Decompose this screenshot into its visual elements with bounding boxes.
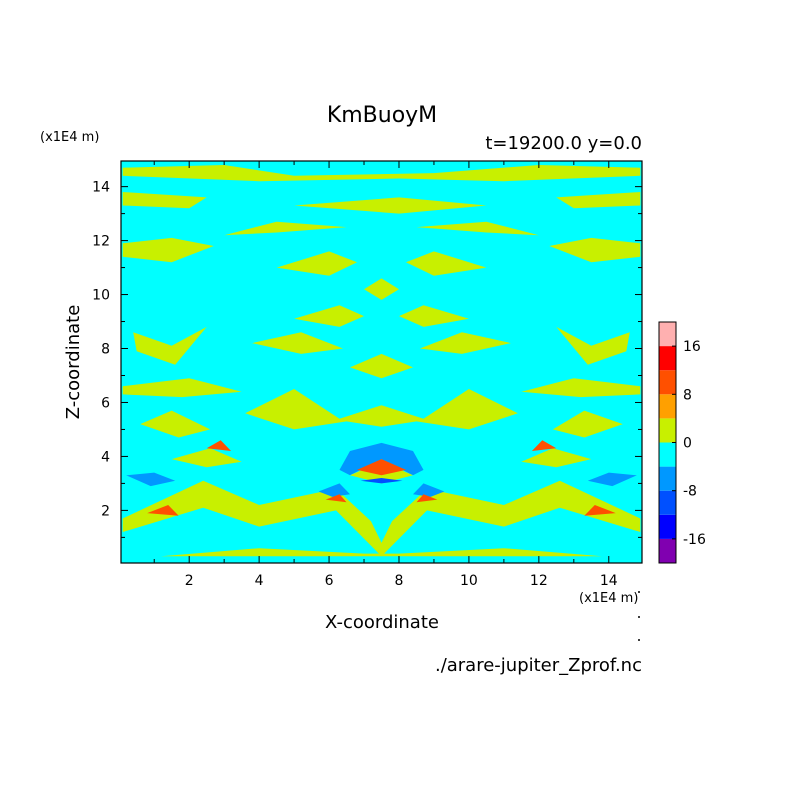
colorbar-swatch <box>659 346 676 371</box>
contour-region-7 <box>416 221 539 236</box>
contour-region-38 <box>206 440 232 451</box>
contour-region-21 <box>140 410 211 438</box>
contour-region-9 <box>406 251 487 276</box>
colorbar-swatch <box>659 394 676 419</box>
contour-region-15 <box>252 332 343 354</box>
contour-region-33 <box>357 459 406 476</box>
contour-region-19 <box>521 378 641 398</box>
x-tick-label: 2 <box>185 573 194 589</box>
contour-region-12 <box>556 326 630 365</box>
contour-region-36 <box>147 505 179 516</box>
contour-region-34 <box>325 494 347 503</box>
y-axis-ticks: 2 4 6 8 10 12 14 <box>92 180 642 538</box>
colorbar-swatch <box>659 490 676 515</box>
contour-region-6 <box>224 221 347 236</box>
contour-region-14 <box>399 305 469 327</box>
heatmap-plot-area <box>121 161 642 563</box>
x-axis-ticks: 2 4 6 8 10 12 14 <box>153 161 618 589</box>
contour-region-24 <box>521 448 592 468</box>
x-tick-label: 10 <box>460 573 478 589</box>
source-file-label: ./arare-jupiter_Zprof.nc <box>435 655 642 676</box>
y-tick-label: 10 <box>92 288 110 304</box>
colorbar-swatch <box>659 538 676 563</box>
colorbar-tick-label: 0 <box>683 436 692 452</box>
contour-region-4 <box>122 237 214 263</box>
contour-region-40 <box>360 478 403 484</box>
y-tick-label: 8 <box>101 342 110 358</box>
x-tick-label: 8 <box>395 573 404 589</box>
contour-region-17 <box>350 353 413 379</box>
chart-title: KmBuoyM <box>327 103 437 128</box>
colorbar-swatch <box>659 418 676 443</box>
y-tick-label: 2 <box>101 503 110 519</box>
contour-region-31 <box>413 483 445 497</box>
contour-region-11 <box>133 326 207 365</box>
contour-regions <box>122 165 641 557</box>
contour-region-5 <box>549 237 641 263</box>
colorbar: -16 -8 0 8 16 <box>658 321 706 564</box>
contour-region-26 <box>161 548 602 557</box>
contour-region-39 <box>531 440 557 451</box>
contour-region-1 <box>122 192 207 209</box>
contour-region-3 <box>294 197 487 214</box>
chart-subtitle: t=19200.0 y=0.0 <box>485 133 642 154</box>
contour-region-30 <box>318 483 350 497</box>
contour-region-8 <box>276 251 357 276</box>
colorbar-swatch <box>659 442 676 467</box>
x-tick-label: 14 <box>600 573 618 589</box>
colorbar-tick-label: -16 <box>683 532 706 548</box>
contour-region-10 <box>364 278 399 300</box>
contour-region-29 <box>339 442 424 476</box>
y-unit-label: (x1E4 m) <box>40 130 99 145</box>
contour-region-37 <box>584 505 616 516</box>
x-tick-label: 4 <box>255 573 264 589</box>
x-tick-label: 6 <box>325 573 334 589</box>
contour-region-2 <box>556 192 641 209</box>
colorbar-swatch <box>659 466 676 491</box>
colorbar-swatch <box>659 370 676 395</box>
y-tick-label: 12 <box>92 234 110 250</box>
plot-frame <box>120 160 643 564</box>
contour-region-18 <box>122 378 242 398</box>
contour-region-35 <box>416 494 438 503</box>
contour-region-23 <box>171 448 242 468</box>
colorbar-tick-label: 16 <box>683 339 701 355</box>
contour-region-27 <box>126 472 176 487</box>
y-axis-label: Z-coordinate <box>63 305 84 420</box>
x-unit-label: (x1E4 m) <box>579 591 638 606</box>
contour-region-22 <box>552 410 623 438</box>
contour-region-0 <box>122 165 641 182</box>
colorbar-swatch <box>659 514 676 539</box>
y-tick-label: 6 <box>101 395 110 411</box>
contour-region-16 <box>420 332 511 354</box>
y-tick-label: 4 <box>101 449 110 465</box>
contour-region-20 <box>245 389 518 430</box>
contour-region-13 <box>294 305 364 327</box>
y-tick-label: 14 <box>92 180 110 196</box>
colorbar-tick-label: 8 <box>683 387 692 403</box>
colorbar-swatch <box>659 322 676 347</box>
colorbar-tick-label: -8 <box>683 484 697 500</box>
contour-region-28 <box>587 472 637 487</box>
side-dots <box>638 591 640 641</box>
x-tick-label: 12 <box>530 573 548 589</box>
x-axis-label: X-coordinate <box>325 612 439 633</box>
